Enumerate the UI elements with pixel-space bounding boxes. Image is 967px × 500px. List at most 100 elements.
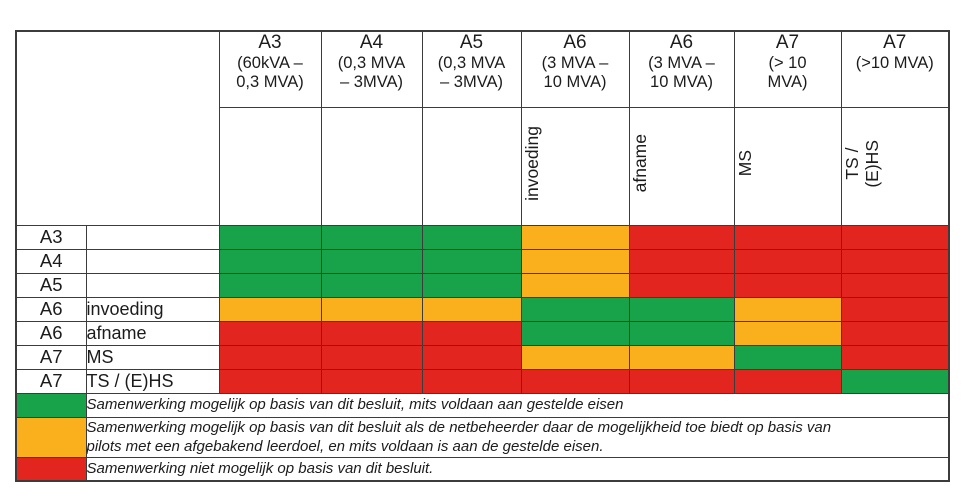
column-range: (3 MVA – 10 MVA) — [541, 54, 609, 91]
matrix-cell-green — [520, 320, 630, 346]
matrix-cell-orange — [421, 296, 522, 322]
matrix-cell-orange — [218, 296, 322, 322]
matrix-cell-orange — [628, 344, 735, 370]
matrix-cell-orange — [520, 344, 630, 370]
matrix-row: A5 — [15, 272, 950, 298]
matrix-row: A6 invoeding — [15, 296, 950, 322]
matrix-cell-green — [520, 296, 630, 322]
column-code: A4 — [359, 32, 384, 53]
vertical-label: afname — [629, 134, 650, 193]
row-sublabel: invoeding — [85, 296, 220, 322]
matrix-cell-green — [421, 272, 522, 298]
column-header-7: A7 (>10 MVA) — [840, 30, 950, 108]
column-range: (>10 MVA) — [855, 54, 934, 72]
legend-text: Samenwerking mogelijk op basis van dit b… — [85, 392, 950, 418]
matrix-cell-orange — [520, 224, 630, 250]
matrix-cell-red — [218, 344, 322, 370]
matrix-cell-green — [628, 296, 735, 322]
legend-text: Samenwerking niet mogelijk op basis van … — [85, 456, 950, 482]
vertical-label: invoeding — [521, 126, 542, 201]
legend-row: Samenwerking mogelijk op basis van dit b… — [15, 416, 950, 458]
matrix-cell-red — [840, 296, 950, 322]
matrix-cell-green — [218, 272, 322, 298]
column-range: (> 10 MVA) — [767, 54, 808, 91]
legend-text: Samenwerking mogelijk op basis van dit b… — [85, 416, 950, 458]
legend-row: Samenwerking niet mogelijk op basis van … — [15, 456, 950, 482]
row-code-label: A6 — [15, 320, 87, 346]
matrix-cell-red — [628, 248, 735, 274]
matrix-row: A7 MS — [15, 344, 950, 370]
matrix-cell-red — [733, 248, 842, 274]
matrix-cell-red — [320, 368, 423, 394]
matrix-cell-green — [421, 224, 522, 250]
column-code: A3 — [258, 32, 282, 53]
column-vertical-cell-1 — [218, 106, 322, 226]
column-vertical-cell-6: MS — [733, 106, 842, 226]
corner-cell — [15, 30, 220, 226]
matrix-cell-red — [628, 368, 735, 394]
row-code-label: A4 — [15, 248, 87, 274]
column-range: (3 MVA – 10 MVA) — [648, 54, 715, 91]
matrix-cell-red — [840, 248, 950, 274]
matrix-cell-red — [320, 320, 423, 346]
column-range: (0,3 MVA – 3MVA) — [437, 54, 506, 91]
column-vertical-cell-7: TS / (E)HS — [840, 106, 950, 226]
matrix-row: A4 — [15, 248, 950, 274]
matrix-cell-red — [520, 368, 630, 394]
matrix-cell-green — [628, 320, 735, 346]
row-code-label: A7 — [15, 368, 87, 394]
cooperation-matrix-table: A3 (60kVA – 0,3 MVA) A4 (0,3 MVA – 3MVA)… — [15, 30, 950, 482]
row-code-label: A7 — [15, 344, 87, 370]
column-header-1: A3 (60kVA – 0,3 MVA) — [218, 30, 322, 108]
column-code: A7 — [775, 32, 800, 53]
row-code-label: A5 — [15, 272, 87, 298]
legend-swatch-red — [15, 456, 87, 482]
column-vertical-cell-5: afname — [628, 106, 735, 226]
header-row-vertical-labels: invoeding afname MS TS / (E)HS — [16, 106, 950, 226]
column-header-5: A6 (3 MVA – 10 MVA) — [628, 30, 735, 108]
matrix-cell-red — [421, 344, 522, 370]
matrix-cell-green — [320, 248, 423, 274]
matrix-cell-green — [218, 248, 322, 274]
matrix-cell-green — [320, 272, 423, 298]
matrix-cell-orange — [520, 248, 630, 274]
row-code-label: A6 — [15, 296, 87, 322]
row-code-label: A3 — [15, 224, 87, 250]
matrix-cell-green — [320, 224, 423, 250]
header-row-ranges: A3 (60kVA – 0,3 MVA) A4 (0,3 MVA – 3MVA)… — [15, 30, 950, 226]
legend-row: Samenwerking mogelijk op basis van dit b… — [15, 392, 950, 418]
column-vertical-cell-3 — [421, 106, 522, 226]
column-range: (60kVA – 0,3 MVA) — [236, 54, 304, 91]
matrix-cell-red — [421, 320, 522, 346]
column-header-3: A5 (0,3 MVA – 3MVA) — [421, 30, 522, 108]
matrix-cell-green — [218, 224, 322, 250]
matrix-cell-red — [840, 320, 950, 346]
matrix-row: A6 afname — [15, 320, 950, 346]
vertical-label: MS — [734, 150, 755, 177]
matrix-cell-orange — [320, 296, 423, 322]
row-sublabel — [85, 248, 220, 274]
matrix-cell-red — [628, 272, 735, 298]
matrix-cell-orange — [520, 272, 630, 298]
matrix-cell-green — [733, 344, 842, 370]
matrix-cell-red — [840, 224, 950, 250]
matrix-cell-green — [840, 368, 950, 394]
matrix-cell-red — [218, 368, 322, 394]
column-code: A7 — [883, 32, 907, 53]
column-header-4: A6 (3 MVA – 10 MVA) — [520, 30, 630, 108]
row-sublabel: afname — [85, 320, 220, 346]
vertical-label: TS / (E)HS — [841, 139, 882, 188]
column-header-2: A4 (0,3 MVA – 3MVA) — [320, 30, 423, 108]
column-vertical-cell-4: invoeding — [520, 106, 630, 226]
matrix-cell-red — [421, 368, 522, 394]
row-sublabel — [85, 272, 220, 298]
row-sublabel: TS / (E)HS — [85, 368, 220, 394]
column-code: A5 — [459, 32, 484, 53]
matrix-cell-orange — [733, 320, 842, 346]
legend-body: Samenwerking mogelijk op basis van dit b… — [15, 392, 950, 482]
matrix-cell-red — [733, 272, 842, 298]
matrix-cell-red — [733, 368, 842, 394]
legend-swatch-orange — [15, 416, 87, 458]
matrix-cell-red — [840, 272, 950, 298]
